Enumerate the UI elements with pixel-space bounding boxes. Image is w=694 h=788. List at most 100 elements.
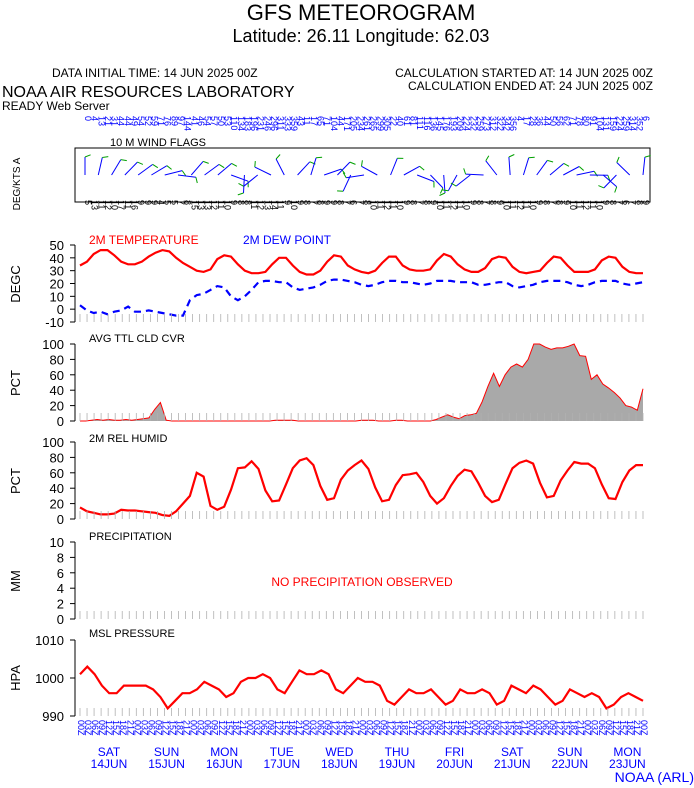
hour-label: 12Z: [160, 720, 170, 736]
wind-direction-label: 53: [223, 116, 233, 126]
wind-flag: [151, 165, 168, 176]
wind-direction-label: 333: [282, 116, 292, 131]
y-tick-label: -10: [45, 315, 64, 330]
wind-speed-label: 13: [196, 200, 206, 210]
hour-label: 03Z: [590, 720, 600, 736]
hour-label: 15Z: [562, 720, 572, 736]
wind-speed-label: 9: [468, 200, 478, 205]
y-tick-label: 8: [57, 550, 64, 565]
wind-flag: [616, 162, 631, 176]
wind-direction-label: 259: [621, 116, 631, 131]
cloud-title: AVG TTL CLD CVR: [89, 333, 185, 345]
wind-speed-label: 11: [508, 200, 518, 209]
y-tick-label: 40: [50, 251, 64, 266]
wind-direction-label: 4: [515, 116, 525, 121]
wind-direction-label: 17: [521, 116, 531, 126]
hour-label: 06Z: [90, 720, 100, 736]
hour-label: 18Z: [569, 720, 579, 736]
wind-speed-label: 11: [276, 200, 286, 209]
date-label: 19JUN: [379, 757, 416, 771]
wind-flag-barb: [419, 165, 425, 171]
wind-speed-label: 8: [335, 200, 345, 205]
wind-direction-label: 183: [242, 116, 252, 131]
wind-flag-barb: [84, 154, 91, 158]
y-tick-label: 10: [50, 535, 64, 550]
wind-direction-label: 136: [428, 116, 438, 131]
hour-label: 15Z: [168, 720, 178, 736]
pressure-line: [79, 665, 644, 711]
wind-flag-barb: [463, 168, 467, 175]
hour-label: 09Z: [266, 720, 276, 736]
wind-speed-label: 9: [535, 200, 545, 205]
hour-label: 09Z: [153, 720, 163, 736]
wind-direction-label: 71: [156, 116, 166, 126]
temperature-ylabel: DEGC: [8, 265, 23, 303]
day-of-week-label: MON: [613, 745, 641, 759]
wind-direction-label: 54: [136, 116, 146, 126]
hour-label: 21Z: [125, 720, 135, 736]
wind-direction-label: 234: [355, 116, 365, 131]
humidity-ylabel: PCT: [8, 468, 23, 494]
date-label: 17JUN: [263, 757, 300, 771]
wind-direction-label: 80: [581, 116, 591, 126]
hour-label: 12Z: [217, 720, 227, 736]
day-of-week-label: TUE: [270, 745, 294, 759]
hour-label: 21Z: [576, 720, 586, 736]
y-tick-label: 1010: [35, 633, 64, 648]
wind-speed-label: 7: [342, 200, 352, 205]
wind-direction-label: 322: [495, 116, 505, 131]
wind-speed-label: 10: [462, 200, 472, 210]
day-of-week-label: FRI: [445, 745, 464, 759]
day-of-week-label: SUN: [154, 745, 179, 759]
wind-direction-label: 54: [203, 116, 213, 126]
page-title: GFS METEOROGRAM: [247, 0, 476, 25]
wind-direction-label: 224: [614, 116, 624, 131]
wind-speed-label: 8: [541, 200, 551, 205]
pressure-series-line: [79, 665, 644, 711]
wind-flag-barb: [166, 165, 172, 170]
location-subtitle: Latitude: 26.11 Longitude: 62.03: [233, 26, 490, 46]
pressure-ticks: 1010 1000 990: [35, 633, 75, 724]
wind-speed-label: 7: [628, 200, 638, 205]
wind-panel-title: 10 M WIND FLAGS: [110, 137, 206, 149]
wind-direction-label: 176: [442, 116, 452, 131]
wind-flag: [485, 160, 498, 176]
wind-speed-label: 5: [163, 200, 173, 205]
hour-label: 12Z: [555, 720, 565, 736]
wind-direction-label: 44: [335, 116, 345, 126]
wind-flag: [337, 161, 351, 176]
temperature-series-line: [79, 248, 643, 276]
wind-speed-label: 12: [448, 200, 458, 210]
wind-speed-label: 11: [375, 200, 385, 209]
wind-direction-label: 246: [262, 116, 272, 131]
wind-direction-label: 57: [209, 116, 219, 126]
wind-flag: [522, 157, 530, 176]
y-tick-label: 0: [57, 302, 64, 317]
hour-label: 03Z: [139, 720, 149, 736]
wind-flag: [230, 174, 249, 182]
wind-flag-barb: [578, 166, 585, 171]
y-tick-label: 4: [57, 581, 64, 596]
wind-speed-label: 7: [309, 200, 319, 205]
wind-speed-label: 12: [581, 200, 591, 210]
date-label: 23JUN: [609, 757, 646, 771]
wind-speed-label: 7: [482, 200, 492, 205]
hour-label: 15Z: [618, 720, 628, 736]
wind-flag-barb: [316, 156, 323, 159]
hour-label: 15Z: [111, 720, 121, 736]
y-tick-label: 0: [57, 512, 64, 527]
wind-flag: [323, 168, 342, 176]
hour-label: 00Z: [639, 720, 649, 736]
wind-flag: [243, 174, 245, 194]
wind-speed-label: 9: [641, 200, 651, 205]
hour-label: 03Z: [477, 720, 487, 736]
hour-label: 12Z: [386, 720, 396, 736]
wind-direction-label: 56: [555, 116, 565, 126]
wind-direction-label: 89: [169, 116, 179, 126]
date-label: 15JUN: [148, 757, 185, 771]
wind-direction-label: 71: [322, 116, 332, 126]
precipitation-panel: PRECIPITATION MM NO PRECIPITATION OBSERV…: [8, 531, 453, 627]
wind-speed-label: 9: [322, 200, 332, 205]
